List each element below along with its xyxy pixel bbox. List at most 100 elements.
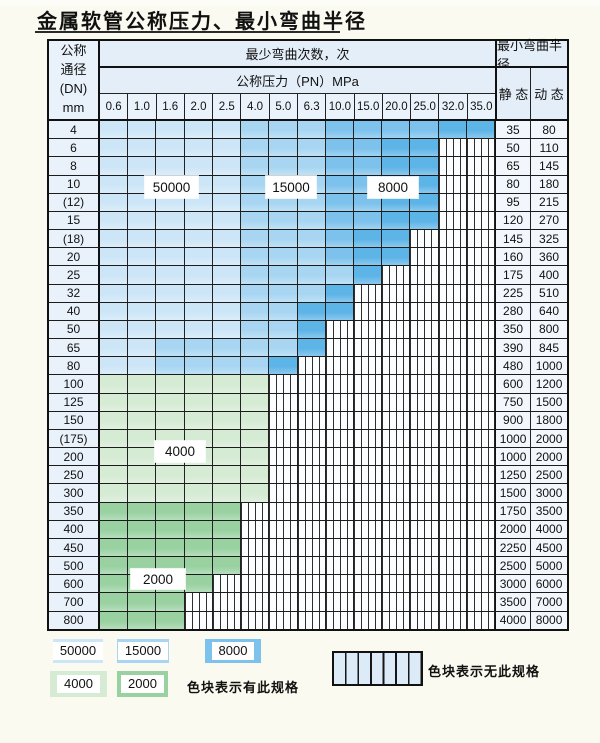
no-spec-cell (410, 575, 439, 593)
table-row: 65 390 845 (49, 339, 568, 358)
spec-table: 公称 通径 (DN) mm 最少弯曲次数，次 最小弯曲半径 公称压力（PN）MPa 静… (47, 38, 569, 631)
spec-cell (184, 520, 213, 538)
pressure-col-label: 0.6 (100, 94, 129, 119)
spec-cell (269, 339, 298, 357)
spec-cell (353, 121, 383, 139)
spec-cell (297, 121, 326, 139)
spec-cell (269, 211, 298, 230)
dn-label: 350 (49, 502, 100, 520)
no-spec-cell (382, 411, 411, 429)
no-spec-cell (438, 538, 467, 557)
spec-cell (100, 121, 129, 139)
no-spec-cell (325, 448, 354, 466)
spec-cell (212, 302, 242, 320)
spec-cell (184, 484, 213, 502)
spec-cell (128, 339, 157, 357)
dn-label: 65 (49, 339, 100, 357)
no-spec-cell (325, 339, 354, 357)
dn-label: 40 (49, 302, 100, 320)
no-spec-cell (325, 411, 354, 429)
no-spec-cell (297, 393, 326, 411)
no-spec-cell (438, 484, 467, 502)
spec-cell (353, 266, 383, 284)
dn-label: 8 (49, 157, 100, 175)
spec-cell (212, 448, 242, 466)
spec-cell (353, 211, 383, 230)
no-spec-cell (438, 411, 467, 429)
legend-no-spec-swatch (332, 651, 423, 686)
no-spec-cell (353, 393, 383, 411)
legend-swatch-value: 8000 (211, 642, 255, 660)
spec-cell (212, 248, 242, 266)
no-spec-cell (353, 466, 383, 484)
spec-cell (184, 121, 213, 139)
static-radius-value: 95 (495, 193, 532, 211)
no-spec-cell (410, 429, 439, 448)
no-spec-cell (466, 157, 496, 175)
no-spec-cell (269, 466, 298, 484)
spec-cell (100, 502, 129, 520)
spec-cell (128, 520, 157, 538)
no-spec-cell (466, 466, 496, 484)
dynamic-radius-value: 270 (531, 211, 568, 230)
spec-cell (212, 393, 242, 411)
spec-cell (241, 393, 270, 411)
dn-label: (175) (49, 429, 100, 448)
no-spec-cell (438, 193, 467, 211)
dynamic-radius-value: 800 (531, 320, 568, 339)
spec-cell (297, 157, 326, 175)
table-row: 6 50 110 (49, 139, 568, 158)
no-spec-cell (410, 320, 439, 339)
dynamic-radius-value: 325 (531, 230, 568, 248)
spec-cell (212, 157, 242, 175)
spec-cell (241, 266, 270, 284)
static-radius-value: 4000 (495, 611, 532, 629)
no-spec-cell (382, 320, 411, 339)
static-radius-value: 80 (495, 175, 532, 193)
static-radius-value: 3500 (495, 593, 532, 611)
spec-cell (353, 230, 383, 248)
pressure-col-label: 15.0 (354, 94, 383, 119)
spec-cell (100, 538, 129, 557)
pressure-col-label: 1.6 (156, 94, 185, 119)
table-row: 125 750 1500 (49, 393, 568, 412)
table-row: 25 175 400 (49, 266, 568, 285)
no-spec-cell (353, 302, 383, 320)
no-spec-cell (410, 357, 439, 375)
static-radius-value: 750 (495, 393, 532, 411)
spec-cell (100, 284, 129, 302)
header-dn-line: mm (62, 99, 85, 115)
no-spec-cell (466, 429, 496, 448)
table-row: 300 1500 3000 (49, 484, 568, 503)
spec-cell (241, 375, 270, 393)
no-spec-cell (325, 357, 354, 375)
static-radius-value: 120 (495, 211, 532, 230)
header-dynamic: 动 态 (531, 68, 567, 121)
no-spec-cell (410, 466, 439, 484)
header-dn-line: (DN) (59, 81, 88, 96)
dynamic-radius-value: 845 (531, 339, 568, 357)
table-body: 4 35 80 6 50 110 8 65 145 10 80 180 (12) 95 215 15 120 27… (49, 121, 568, 629)
dynamic-radius-value: 215 (531, 193, 568, 211)
dn-label: 500 (49, 557, 100, 575)
spec-cell (100, 320, 129, 339)
no-spec-cell (325, 557, 354, 575)
no-spec-cell (466, 575, 496, 593)
no-spec-cell (297, 466, 326, 484)
spec-cell (128, 466, 157, 484)
spec-cell (184, 157, 213, 175)
table-row: 400 2000 4000 (49, 520, 568, 539)
spec-cell (325, 284, 354, 302)
spec-cell (156, 593, 185, 611)
spec-cell (184, 502, 213, 520)
spec-cell (128, 230, 157, 248)
dynamic-radius-value: 360 (531, 248, 568, 266)
spec-cell (156, 520, 185, 538)
header-static: 静 态 (495, 68, 531, 121)
spec-cell (128, 393, 157, 411)
no-spec-cell (438, 520, 467, 538)
no-spec-cell (466, 411, 496, 429)
spec-cell (156, 139, 185, 157)
table-row: (18) 145 325 (49, 230, 568, 249)
spec-cell (184, 393, 213, 411)
